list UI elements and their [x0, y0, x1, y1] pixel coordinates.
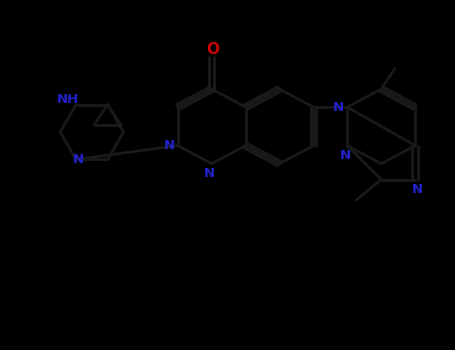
Text: N: N	[333, 101, 344, 114]
Text: N: N	[204, 167, 215, 180]
Text: O: O	[206, 42, 219, 57]
Text: N: N	[412, 183, 423, 196]
Text: N: N	[164, 139, 175, 152]
Text: NH: NH	[57, 93, 79, 106]
Text: N: N	[339, 149, 351, 162]
Text: N: N	[73, 153, 84, 166]
